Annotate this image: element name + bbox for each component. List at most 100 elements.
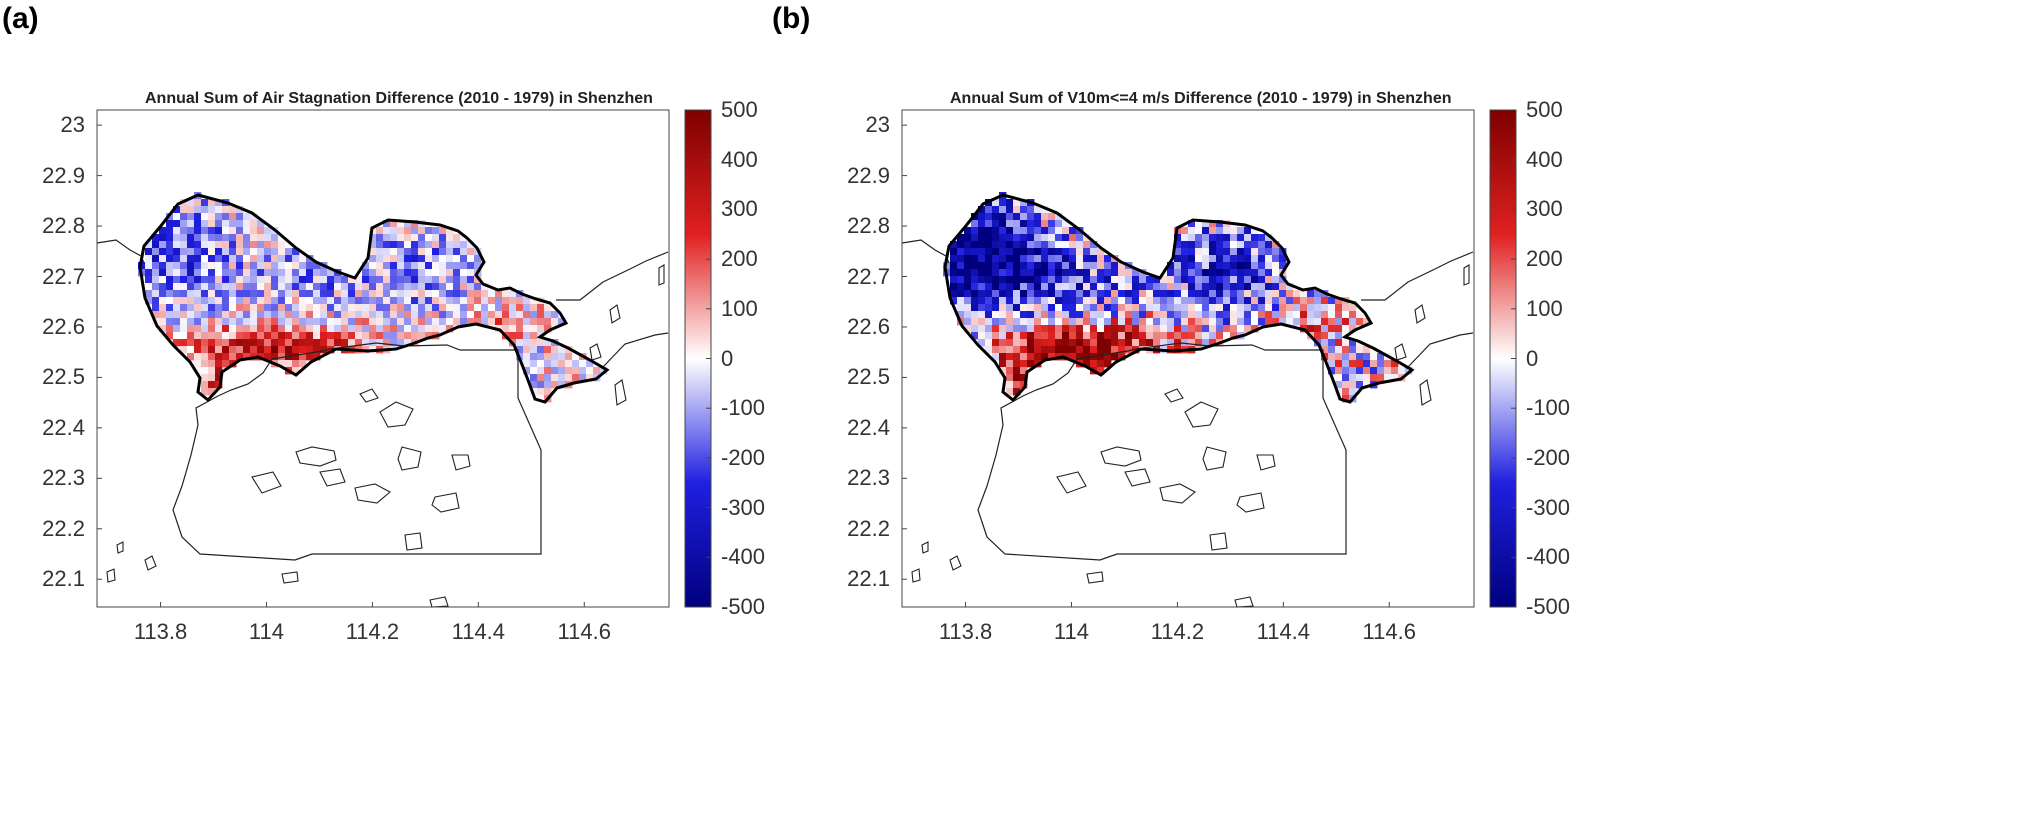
grid-cell [971, 297, 979, 305]
grid-cell [1230, 332, 1238, 340]
grid-cell [1244, 234, 1252, 242]
grid-cell [257, 220, 265, 228]
grid-cell [1034, 220, 1042, 228]
grid-cell [369, 304, 377, 312]
grid-cell [1062, 297, 1070, 305]
grid-cell [1041, 297, 1049, 305]
grid-cell [1013, 325, 1021, 333]
grid-cell [1076, 304, 1084, 312]
grid-cell [180, 276, 188, 284]
grid-cell [278, 290, 286, 298]
grid-cell [180, 213, 188, 221]
grid-cell [152, 255, 160, 263]
grid-cell [1244, 262, 1252, 270]
grid-cell [313, 325, 321, 333]
grid-cell [383, 248, 391, 256]
grid-cell [194, 360, 202, 368]
grid-cell [985, 318, 993, 326]
grid-cell [418, 311, 426, 319]
grid-cell [250, 297, 258, 305]
grid-cell [250, 227, 258, 235]
grid-cell [1097, 304, 1105, 312]
grid-cell [1020, 269, 1028, 277]
grid-cell [439, 227, 447, 235]
grid-cell [1034, 290, 1042, 298]
grid-cell [1048, 220, 1056, 228]
map-canvas-b [901, 109, 1517, 608]
grid-cell [1223, 332, 1231, 340]
grid-cell [530, 339, 538, 347]
grid-cell [1055, 269, 1063, 277]
grid-cell [1111, 353, 1119, 361]
grid-cell [243, 318, 251, 326]
grid-cell [299, 339, 307, 347]
grid-cell [1118, 269, 1126, 277]
grid-cell [306, 304, 314, 312]
grid-cell [173, 332, 181, 340]
grid-cell [278, 325, 286, 333]
grid-cell [383, 283, 391, 291]
grid-cell [1153, 332, 1161, 340]
grid-cell [1139, 297, 1147, 305]
grid-cell [1195, 234, 1203, 242]
grid-cell [1013, 297, 1021, 305]
grid-cell [425, 325, 433, 333]
grid-cell [1069, 346, 1077, 354]
grid-cell [320, 276, 328, 284]
grid-cell [264, 332, 272, 340]
grid-cell [1006, 199, 1014, 207]
grid-cell [530, 311, 538, 319]
grid-cell [467, 297, 475, 305]
grid-cell [992, 269, 1000, 277]
grid-cell [502, 290, 510, 298]
grid-cell [194, 290, 202, 298]
grid-cell [1244, 248, 1252, 256]
grid-cell [1090, 311, 1098, 319]
grid-cell [1041, 262, 1049, 270]
grid-cell [222, 220, 230, 228]
grid-cell [306, 297, 314, 305]
grid-cell [964, 227, 972, 235]
grid-cell [1139, 276, 1147, 284]
grid-cell [1265, 318, 1273, 326]
grid-cell [313, 283, 321, 291]
grid-cell [992, 304, 1000, 312]
grid-cell [1307, 318, 1315, 326]
grid-cell [341, 304, 349, 312]
grid-cell [467, 276, 475, 284]
grid-cell [1216, 311, 1224, 319]
grid-cell [194, 339, 202, 347]
grid-cell [264, 290, 272, 298]
grid-cell [229, 269, 237, 277]
grid-cell [474, 290, 482, 298]
grid-cell [1279, 262, 1287, 270]
grid-cell [1167, 276, 1175, 284]
grid-cell [425, 241, 433, 249]
grid-cell [1055, 227, 1063, 235]
grid-cell [1069, 269, 1077, 277]
grid-cell [292, 290, 300, 298]
grid-cell [208, 374, 216, 382]
grid-cell [439, 283, 447, 291]
grid-cell [1209, 325, 1217, 333]
grid-cell [1090, 318, 1098, 326]
grid-cell [229, 206, 237, 214]
colorbar-label: -300 [721, 494, 766, 520]
grid-cell [1076, 269, 1084, 277]
grid-cell [201, 283, 209, 291]
grid-cell [551, 381, 559, 389]
grid-cell [1160, 283, 1168, 291]
grid-cell [999, 248, 1007, 256]
grid-cell [1104, 332, 1112, 340]
grid-cell [1027, 241, 1035, 249]
grid-cell [1202, 234, 1210, 242]
xtick-label: 114.2 [1150, 619, 1205, 644]
grid-cell [362, 290, 370, 298]
grid-cell [1097, 276, 1105, 284]
grid-cell [1083, 339, 1091, 347]
island-outline [429, 596, 449, 608]
grid-cell [257, 269, 265, 277]
grid-cell [1013, 206, 1021, 214]
grid-cell [985, 276, 993, 284]
grid-cell [1265, 297, 1273, 305]
